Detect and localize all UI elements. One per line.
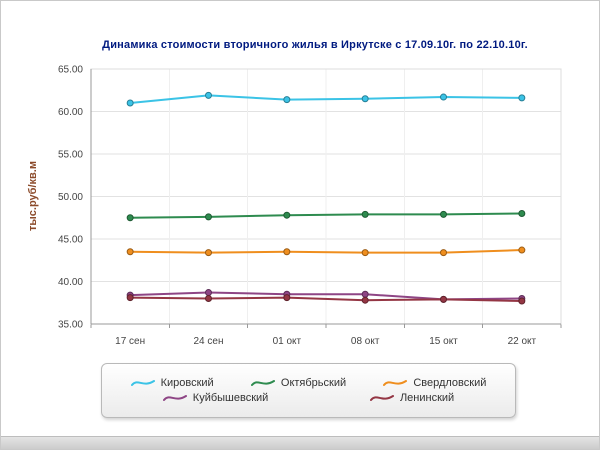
legend-item-4[interactable]: Ленинский <box>369 392 455 404</box>
legend-row: Куйбышевский Ленинский <box>112 392 505 404</box>
data-point <box>361 249 369 257</box>
data-point <box>205 295 212 302</box>
legend: Кировский Октябрьский Свердловский Куйбышев… <box>101 363 516 418</box>
x-tick-label: 08 окт <box>351 336 380 347</box>
data-point <box>126 214 134 222</box>
legend-row: Кировский Октябрьский Свердловский <box>112 377 505 389</box>
data-point <box>126 99 134 107</box>
data-point <box>283 294 291 302</box>
data-point <box>518 297 526 305</box>
data-point <box>205 249 212 257</box>
data-point <box>361 290 369 298</box>
data-point <box>440 210 447 218</box>
data-point <box>126 248 134 256</box>
y-tick-label: 50.00 <box>58 192 83 203</box>
series-line-4 <box>129 296 523 303</box>
data-point <box>518 210 526 217</box>
data-point <box>205 91 212 99</box>
data-point <box>361 95 369 103</box>
y-tick-label: 65.00 <box>58 65 83 76</box>
data-point <box>283 248 291 256</box>
data-point <box>518 246 526 254</box>
y-tick-label: 60.00 <box>58 107 83 118</box>
x-tick-label: 24 сен <box>194 336 224 347</box>
legend-swoosh-icon <box>369 395 394 401</box>
chart-title: Динамика стоимости вторичного жилья в Ир… <box>102 39 528 51</box>
data-point <box>440 295 447 303</box>
series-line-2 <box>129 249 523 254</box>
plot-area: 35.00 40.00 45.00 50.00 55.00 60.00 65.00 17 се… <box>58 65 562 347</box>
y-tick-label: 40.00 <box>58 277 83 288</box>
legend-label: Куйбышевский <box>192 392 269 404</box>
legend-item-2[interactable]: Свердловский <box>383 377 486 389</box>
data-point <box>283 211 291 219</box>
data-point <box>283 96 291 104</box>
y-tick-label: 45.00 <box>58 235 83 246</box>
legend-label: Свердловский <box>413 377 487 389</box>
x-tick-label: 22 окт <box>508 336 537 347</box>
data-point <box>126 294 134 302</box>
legend-item-1[interactable]: Октябрьский <box>250 377 347 389</box>
data-point <box>361 210 369 218</box>
legend-item-0[interactable]: Кировский <box>130 377 214 389</box>
x-tick-label: 01 окт <box>273 336 302 347</box>
x-tick-label: 15 окт <box>429 336 458 347</box>
y-tick-label: 55.00 <box>58 150 83 161</box>
data-point <box>205 289 212 297</box>
data-point <box>518 94 526 102</box>
legend-swoosh-icon <box>250 380 275 386</box>
legend-label: Октябрьский <box>280 377 347 389</box>
bottom-scroll-strip[interactable] <box>1 436 599 449</box>
data-point <box>205 213 212 221</box>
legend-swoosh-icon <box>162 395 187 401</box>
legend-label: Ленинский <box>399 392 455 404</box>
data-point <box>361 296 369 304</box>
data-point <box>440 93 447 101</box>
legend-label: Кировский <box>160 377 214 389</box>
data-point <box>440 249 447 257</box>
legend-item-3[interactable]: Куйбышевский <box>162 392 269 404</box>
y-tick-label: 35.00 <box>58 320 83 331</box>
x-tick-label: 17 сен <box>115 336 145 347</box>
series-line-1 <box>129 212 523 219</box>
series-line-0 <box>129 94 523 104</box>
legend-swoosh-icon <box>130 380 155 386</box>
legend-swoosh-icon <box>383 380 408 386</box>
